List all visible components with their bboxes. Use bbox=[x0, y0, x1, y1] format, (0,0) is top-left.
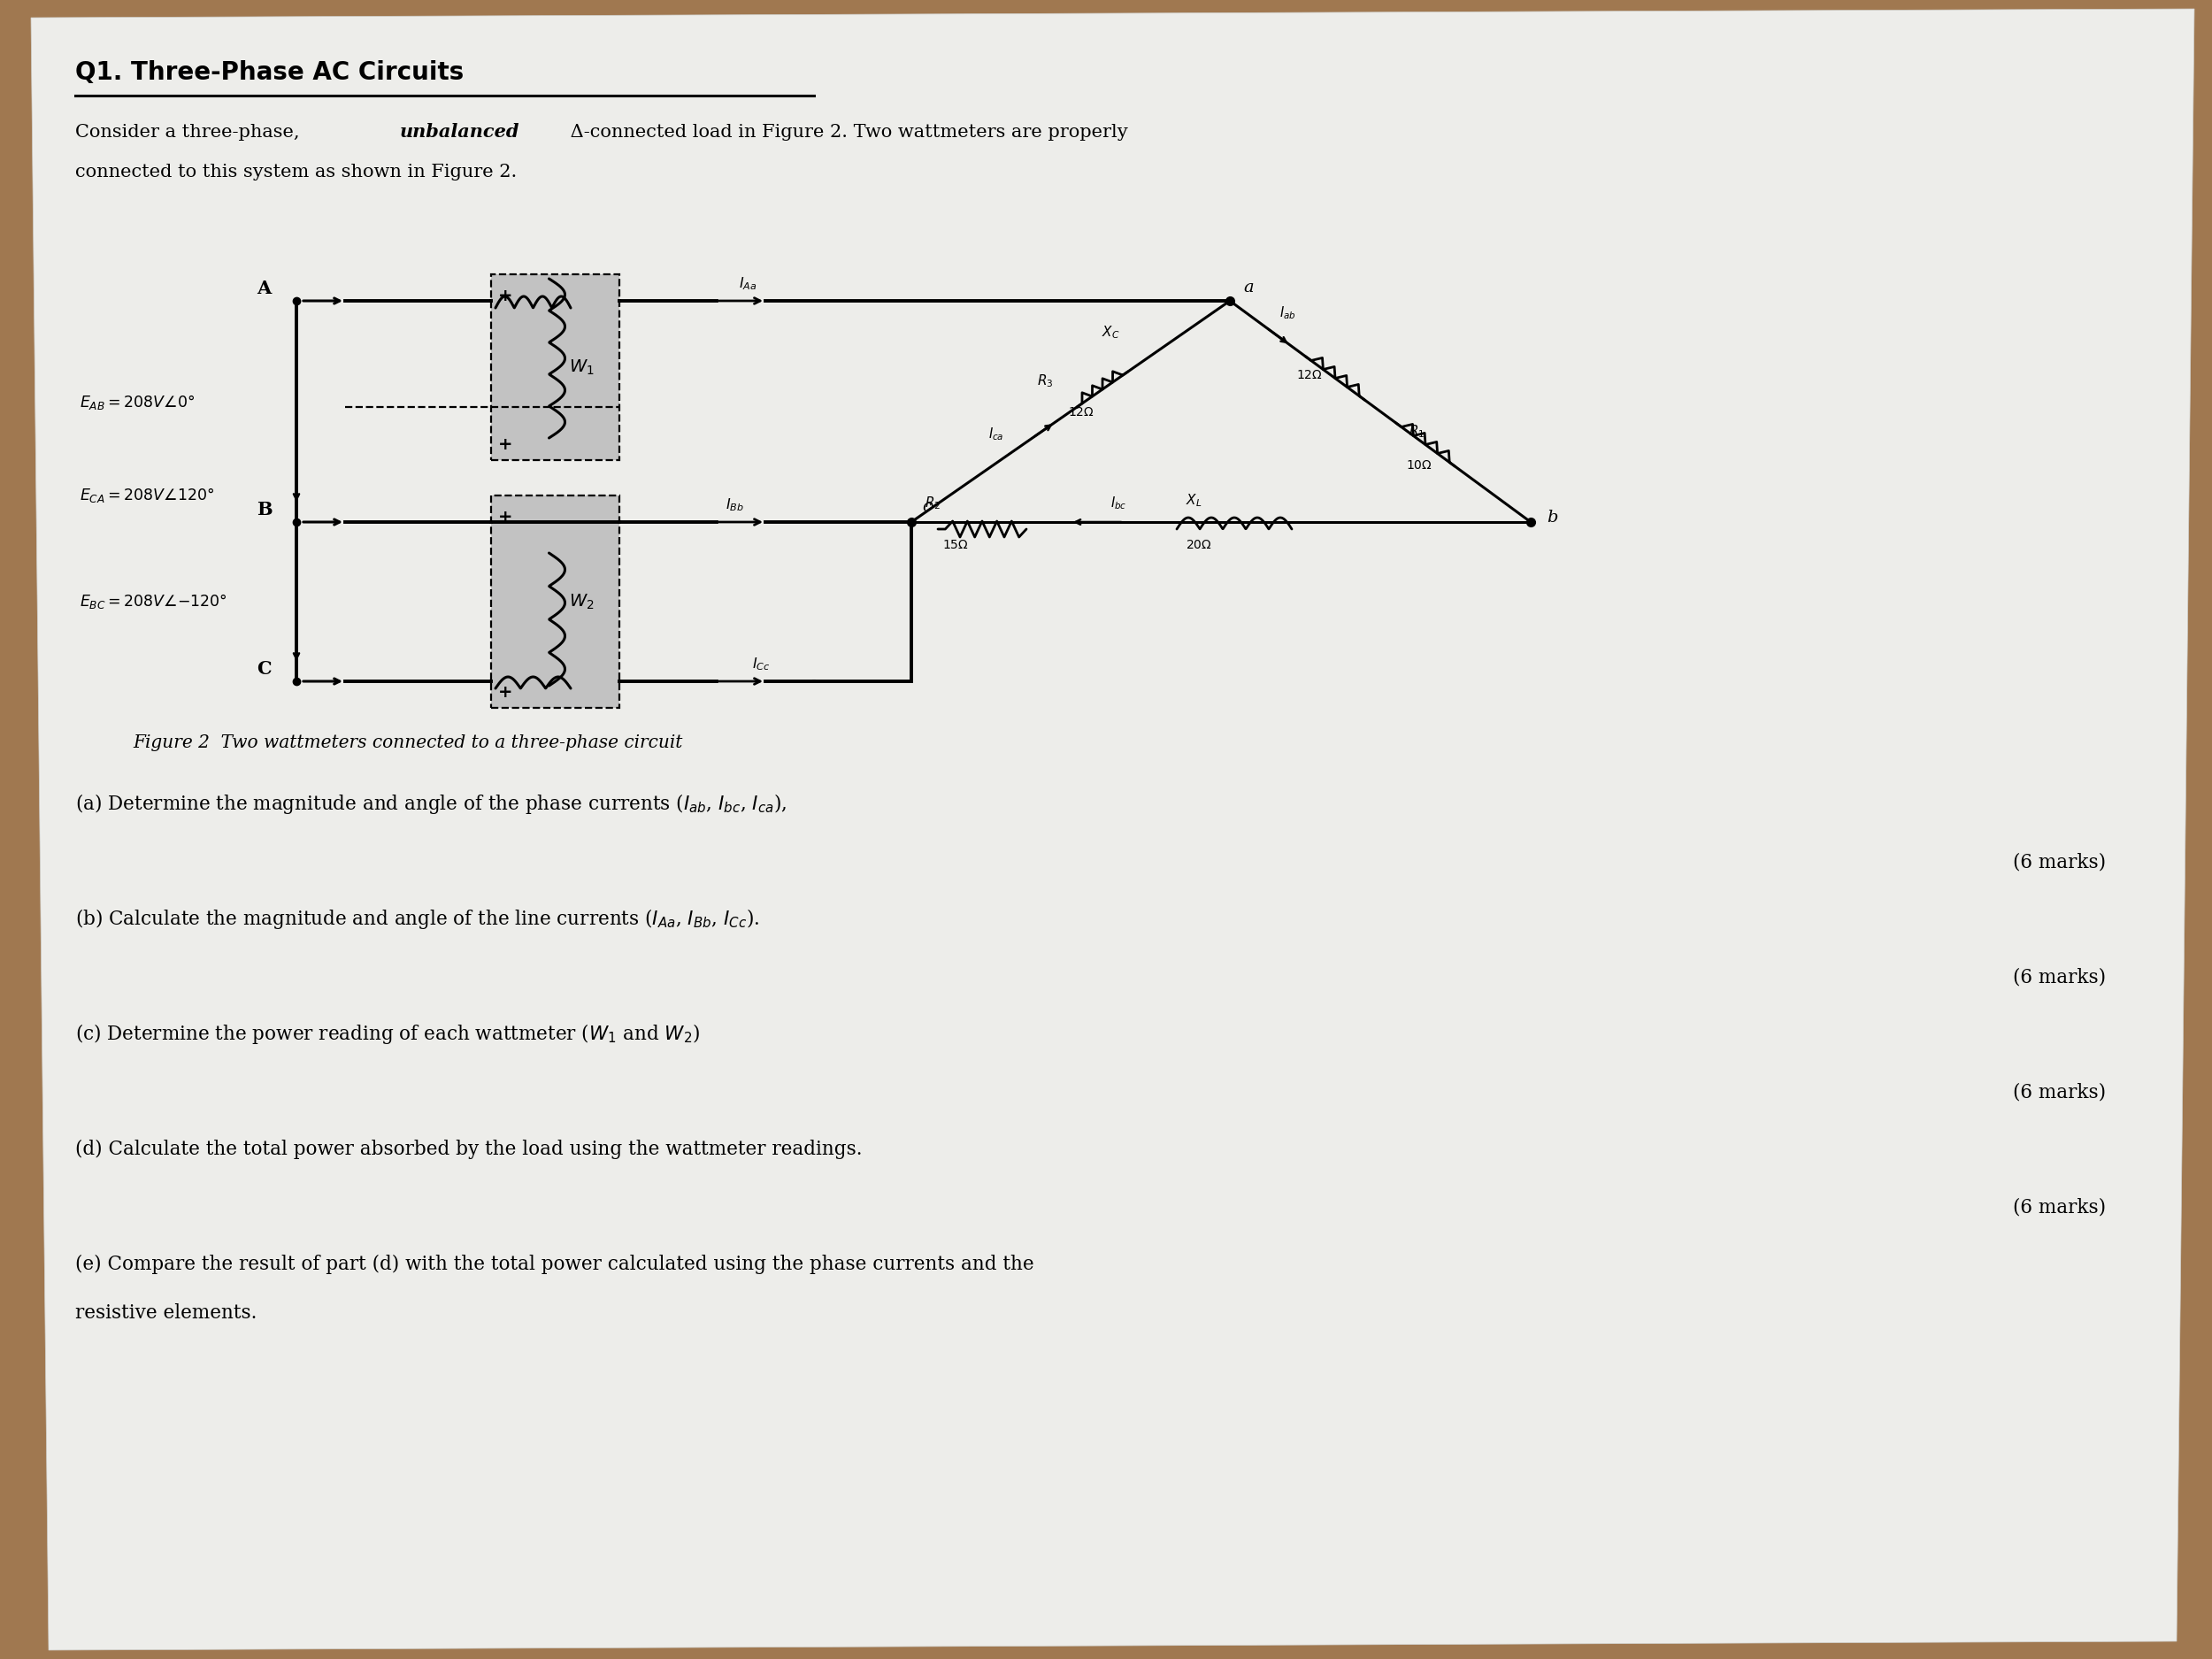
Bar bbox=[491, 274, 619, 460]
Text: $12\Omega$: $12\Omega$ bbox=[1296, 368, 1323, 382]
Text: $I_{ca}$: $I_{ca}$ bbox=[989, 426, 1004, 443]
Text: $R_3$: $R_3$ bbox=[1037, 373, 1053, 390]
Text: $I_{bc}$: $I_{bc}$ bbox=[1110, 494, 1126, 511]
Bar bbox=[491, 496, 619, 708]
Text: $12\Omega$: $12\Omega$ bbox=[1068, 406, 1095, 418]
Text: c: c bbox=[922, 499, 931, 514]
Text: connected to this system as shown in Figure 2.: connected to this system as shown in Fig… bbox=[75, 164, 518, 181]
Text: Consider a three-phase,: Consider a three-phase, bbox=[75, 124, 312, 141]
Text: +: + bbox=[498, 436, 513, 453]
Text: (6 marks): (6 marks) bbox=[2013, 967, 2106, 987]
Text: (d) Calculate the total power absorbed by the load using the wattmeter readings.: (d) Calculate the total power absorbed b… bbox=[75, 1140, 863, 1160]
Text: $15\Omega$: $15\Omega$ bbox=[942, 539, 969, 551]
Text: $R_2$: $R_2$ bbox=[925, 494, 940, 511]
Text: Figure 2  Two wattmeters connected to a three-phase circuit: Figure 2 Two wattmeters connected to a t… bbox=[133, 735, 684, 752]
Text: +: + bbox=[498, 287, 513, 304]
Text: $E_{BC}=208V\angle{-120°}$: $E_{BC}=208V\angle{-120°}$ bbox=[80, 592, 228, 611]
Text: (e) Compare the result of part (d) with the total power calculated using the pha: (e) Compare the result of part (d) with … bbox=[75, 1254, 1033, 1274]
Text: (6 marks): (6 marks) bbox=[2013, 1198, 2106, 1216]
Text: $20\Omega$: $20\Omega$ bbox=[1186, 539, 1212, 551]
Text: B: B bbox=[257, 501, 272, 519]
Text: $10\Omega$: $10\Omega$ bbox=[1407, 460, 1433, 473]
Text: Δ-connected load in Figure 2. Two wattmeters are properly: Δ-connected load in Figure 2. Two wattme… bbox=[564, 124, 1128, 141]
Text: C: C bbox=[257, 660, 272, 679]
Text: $X_C$: $X_C$ bbox=[1102, 324, 1119, 340]
Text: $I_{Bb}$: $I_{Bb}$ bbox=[726, 496, 743, 513]
Text: (6 marks): (6 marks) bbox=[2013, 1082, 2106, 1102]
Text: resistive elements.: resistive elements. bbox=[75, 1304, 257, 1322]
Text: a: a bbox=[1243, 280, 1254, 295]
Text: +: + bbox=[498, 684, 513, 700]
Text: (c) Determine the power reading of each wattmeter ($W_1$ and $W_2$): (c) Determine the power reading of each … bbox=[75, 1022, 699, 1045]
Text: A: A bbox=[257, 280, 272, 297]
Text: b: b bbox=[1546, 509, 1557, 526]
Text: (b) Calculate the magnitude and angle of the line currents ($I_{Aa}$, $I_{Bb}$, : (b) Calculate the magnitude and angle of… bbox=[75, 907, 759, 931]
Text: $R_1$: $R_1$ bbox=[1409, 423, 1425, 440]
Polygon shape bbox=[31, 8, 2194, 1651]
Text: $W_1$: $W_1$ bbox=[568, 358, 593, 377]
Text: unbalanced: unbalanced bbox=[400, 123, 520, 141]
Text: $E_{CA}=208V\angle120°$: $E_{CA}=208V\angle120°$ bbox=[80, 486, 215, 504]
Text: $I_{Aa}$: $I_{Aa}$ bbox=[739, 275, 757, 292]
Text: $X_L$: $X_L$ bbox=[1186, 493, 1201, 509]
Text: $I_{Cc}$: $I_{Cc}$ bbox=[752, 655, 770, 672]
Text: (a) Determine the magnitude and angle of the phase currents ($I_{ab}$, $I_{bc}$,: (a) Determine the magnitude and angle of… bbox=[75, 791, 787, 816]
Text: $W_2$: $W_2$ bbox=[568, 592, 593, 611]
Text: Q1. Three-Phase AC Circuits: Q1. Three-Phase AC Circuits bbox=[75, 60, 465, 85]
Text: +: + bbox=[498, 509, 513, 526]
Text: $E_{AB}=208V\angle0°$: $E_{AB}=208V\angle0°$ bbox=[80, 393, 195, 411]
Text: $I_{ab}$: $I_{ab}$ bbox=[1279, 304, 1296, 320]
Text: (6 marks): (6 marks) bbox=[2013, 853, 2106, 871]
